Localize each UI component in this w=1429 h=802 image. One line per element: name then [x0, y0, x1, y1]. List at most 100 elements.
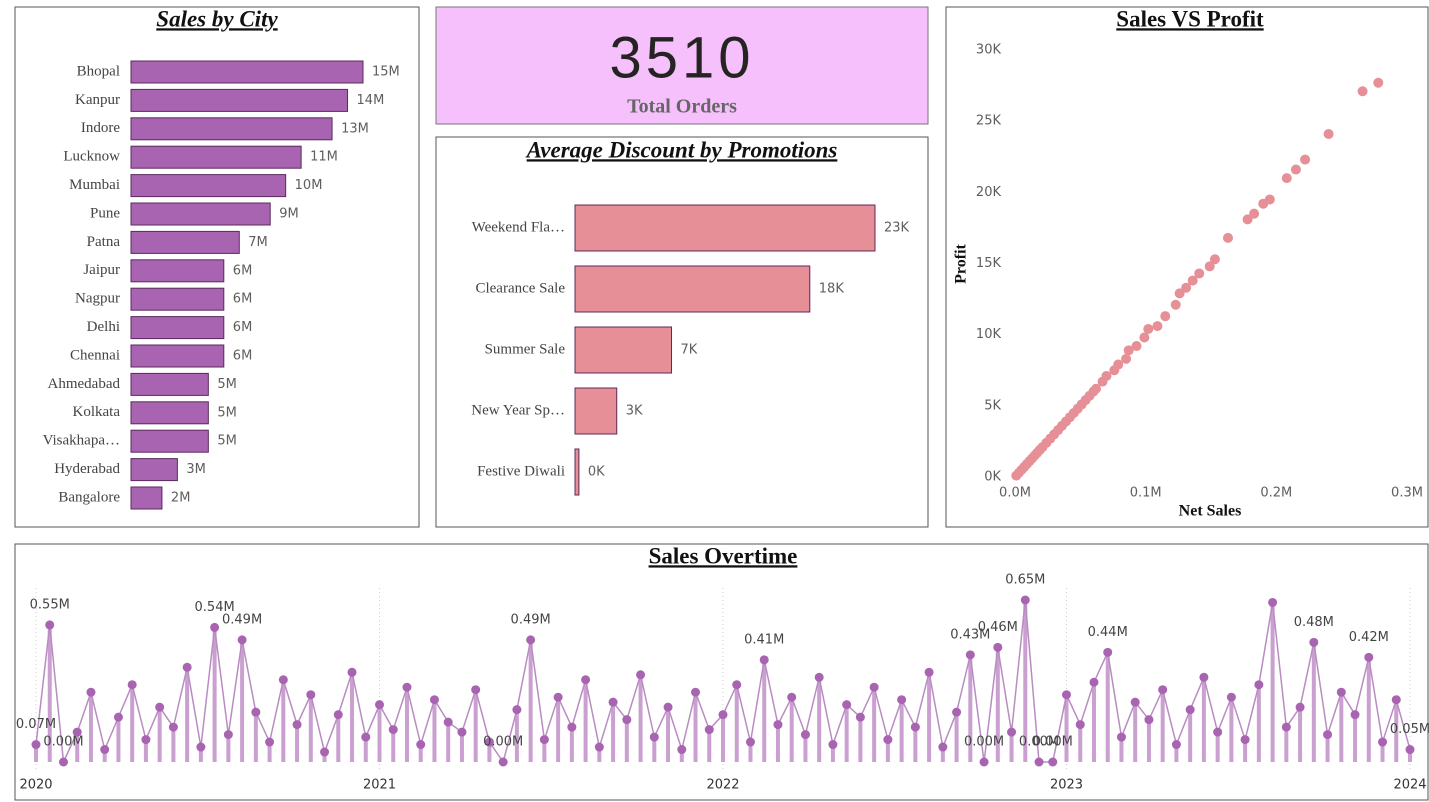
bar: [130, 88, 349, 112]
point: [1103, 647, 1113, 657]
point: [388, 725, 398, 735]
point: [292, 720, 302, 730]
value-label: 0.42M: [1349, 630, 1389, 645]
point: [443, 717, 453, 727]
point: [1281, 173, 1292, 184]
value-label: 9M: [279, 207, 299, 222]
value-label: 0.00M: [43, 735, 83, 750]
bar: [130, 230, 240, 254]
value-label: 2M: [171, 491, 191, 506]
point: [1130, 697, 1140, 707]
point: [1391, 695, 1401, 705]
point: [320, 747, 330, 757]
bar: [130, 429, 209, 453]
value-label: 0.49M: [511, 612, 551, 627]
point: [251, 707, 261, 717]
x-tick-label: 0.3M: [1391, 486, 1423, 501]
point: [1323, 730, 1333, 740]
point: [1152, 321, 1163, 332]
category-label: Ahmedabad: [48, 376, 121, 392]
point: [141, 735, 151, 745]
bar: [574, 204, 876, 252]
category-label: Chennai: [70, 347, 120, 363]
value-label: 7K: [681, 343, 698, 358]
point: [512, 705, 522, 715]
value-label: 14M: [357, 93, 385, 108]
value-label: 3M: [186, 462, 206, 477]
point: [1034, 757, 1044, 767]
point: [1281, 722, 1291, 732]
category-label: Delhi: [87, 319, 120, 335]
bar: [574, 448, 580, 496]
point: [1364, 652, 1374, 662]
value-label: 0.00M: [1033, 735, 1073, 750]
point: [814, 672, 824, 682]
value-label: 5M: [217, 405, 237, 420]
point: [361, 732, 371, 742]
x-tick-label: 2021: [363, 778, 396, 793]
point: [1101, 370, 1112, 381]
value-label: 0.44M: [1088, 625, 1128, 640]
x-tick-label: 2023: [1050, 778, 1083, 793]
point: [773, 720, 783, 730]
y-tick-label: 0K: [984, 470, 1001, 485]
value-label: 5M: [217, 434, 237, 449]
point: [1249, 208, 1260, 219]
bar: [130, 287, 225, 311]
point: [691, 687, 701, 697]
category-label: Mumbai: [69, 177, 120, 193]
point: [924, 667, 934, 677]
point: [649, 732, 659, 742]
category-label: Kolkata: [73, 404, 121, 420]
point: [375, 700, 384, 710]
point: [869, 682, 879, 692]
point: [168, 722, 178, 732]
value-label: 0.00M: [1019, 735, 1059, 750]
point: [278, 675, 288, 685]
value-label: 0.54M: [195, 600, 235, 615]
point: [855, 712, 865, 722]
point: [1158, 685, 1168, 695]
value-label: 6M: [233, 292, 253, 307]
bar: [130, 145, 302, 169]
point: [979, 757, 989, 767]
value-label: 15M: [372, 65, 400, 80]
category-label: Bangalore: [58, 489, 120, 505]
point: [498, 757, 508, 767]
category-label: Weekend Fla…: [472, 219, 565, 235]
point: [1171, 740, 1181, 750]
x-tick-label: 2022: [706, 778, 739, 793]
value-label: 0.07M: [16, 717, 56, 732]
value-label: 6M: [233, 320, 253, 335]
x-tick-label: 2024: [1393, 778, 1426, 793]
value-label: 0.43M: [950, 627, 990, 642]
chart-title: Sales VS Profit: [1116, 6, 1264, 31]
point: [1323, 128, 1334, 139]
category-label: Bhopal: [77, 63, 120, 79]
point: [952, 707, 962, 717]
point: [58, 757, 68, 767]
point: [1405, 745, 1415, 755]
point: [1174, 288, 1185, 299]
card-label: Total Orders: [627, 96, 737, 118]
bar: [130, 174, 287, 198]
category-label: Visakhapa…: [43, 433, 120, 449]
point: [993, 642, 1003, 652]
point: [910, 722, 920, 732]
point: [1020, 595, 1030, 605]
point: [333, 710, 343, 720]
bar: [130, 458, 178, 482]
point: [1309, 637, 1319, 647]
point: [1373, 77, 1384, 88]
point: [1089, 677, 1099, 687]
point: [1062, 690, 1071, 700]
point: [842, 700, 852, 710]
point: [1144, 715, 1154, 725]
point: [72, 727, 82, 737]
point: [127, 680, 137, 690]
bar: [130, 401, 209, 425]
point: [45, 620, 55, 630]
point: [402, 682, 412, 692]
point: [1378, 737, 1388, 747]
